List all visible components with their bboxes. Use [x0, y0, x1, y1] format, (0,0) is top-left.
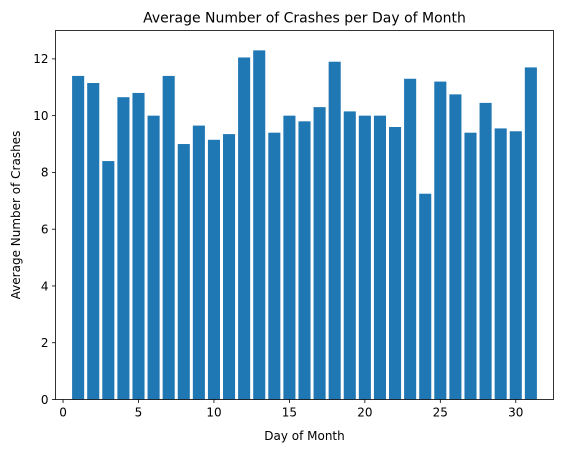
y-axis-ticks: 0 2 4 6 8 10 12 — [33, 52, 56, 407]
bar-day-10 — [207, 139, 220, 400]
y-tick-label: 4 — [41, 279, 49, 293]
bar-day-17 — [313, 107, 326, 400]
y-tick-label: 8 — [41, 166, 49, 180]
bar-day-22 — [389, 127, 402, 400]
bar-day-19 — [343, 111, 356, 400]
bar-day-12 — [238, 57, 251, 400]
y-tick-label: 2 — [41, 336, 49, 350]
x-tick-label: 25 — [433, 406, 448, 420]
bars-group — [72, 50, 537, 400]
bar-day-16 — [298, 121, 311, 400]
bar-day-6 — [147, 115, 160, 400]
bar-day-7 — [162, 75, 175, 400]
bar-day-14 — [268, 132, 281, 400]
bar-day-23 — [404, 78, 417, 400]
bar-day-21 — [373, 115, 386, 400]
bar-day-15 — [283, 115, 296, 400]
y-tick-label: 10 — [33, 109, 48, 123]
y-tick-label: 12 — [33, 52, 48, 66]
bar-day-20 — [358, 115, 371, 400]
bar-day-11 — [223, 134, 236, 400]
bar-day-29 — [494, 128, 507, 400]
bar-day-30 — [509, 131, 522, 400]
x-tick-label: 10 — [206, 406, 221, 420]
bar-day-26 — [449, 94, 462, 400]
chart-title: Average Number of Crashes per Day of Mon… — [143, 11, 466, 27]
bar-day-27 — [464, 132, 477, 400]
bar-day-28 — [479, 102, 492, 400]
bar-day-25 — [434, 81, 447, 400]
x-tick-label: 20 — [357, 406, 372, 420]
bar-day-13 — [253, 50, 266, 400]
bar-day-5 — [132, 92, 145, 400]
x-tick-label: 0 — [59, 406, 67, 420]
y-tick-label: 0 — [41, 393, 49, 407]
x-tick-label: 30 — [508, 406, 523, 420]
bar-day-31 — [524, 67, 537, 400]
x-tick-label: 5 — [135, 406, 143, 420]
x-axis-label: Day of Month — [264, 429, 345, 443]
bar-day-18 — [328, 61, 341, 400]
bar-day-24 — [419, 193, 432, 400]
x-axis-ticks: 0 5 10 15 20 25 30 — [59, 399, 523, 420]
bar-day-8 — [177, 144, 190, 400]
x-tick-label: 15 — [282, 406, 297, 420]
y-tick-label: 6 — [41, 222, 49, 236]
bar-day-1 — [72, 75, 85, 400]
bar-day-2 — [87, 83, 100, 400]
y-axis-label: Average Number of Crashes — [9, 131, 23, 300]
plot-frame — [55, 30, 554, 400]
bar-day-3 — [102, 161, 115, 400]
bar-day-9 — [192, 125, 205, 400]
bar-day-4 — [117, 97, 130, 400]
